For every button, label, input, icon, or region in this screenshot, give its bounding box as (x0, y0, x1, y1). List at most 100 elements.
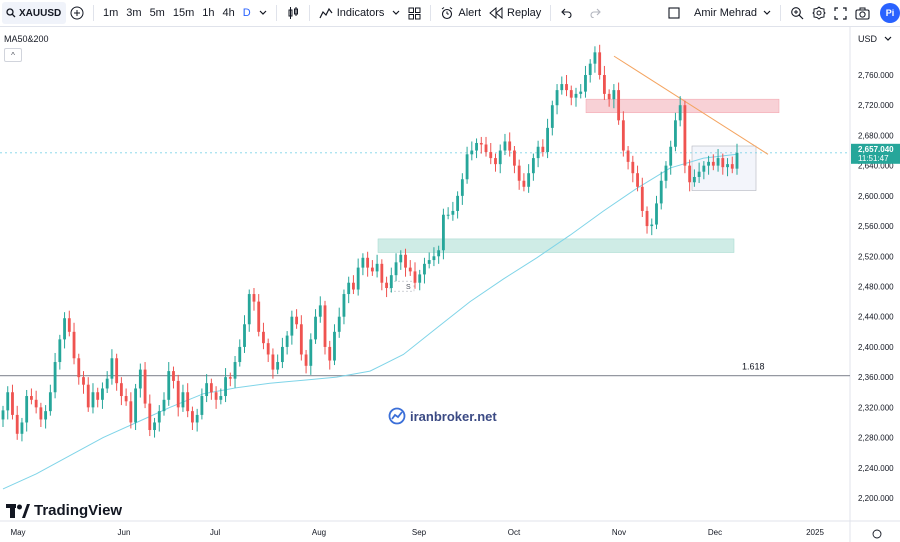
candle-body (290, 316, 294, 336)
add-circle-icon (70, 6, 84, 20)
price-tick-label: 2,600.000 (858, 192, 894, 201)
fullscreen-button[interactable] (830, 2, 851, 24)
candle-body (399, 254, 403, 263)
interval-dropdown[interactable] (255, 2, 271, 24)
time-tick-label: Sep (412, 528, 427, 537)
candle-body (58, 339, 62, 363)
indicators-button[interactable]: Indicators (315, 2, 389, 24)
candle-body (186, 392, 190, 412)
candle-body (380, 263, 384, 283)
interval-4h[interactable]: 4h (222, 7, 235, 19)
time-tick-label: 2025 (806, 528, 824, 537)
symbol-search[interactable]: XAUUSD (2, 2, 66, 24)
interval-5m[interactable]: 5m (149, 7, 165, 19)
candle-body (404, 254, 407, 268)
candle-body (541, 146, 545, 153)
quick-search-button[interactable] (786, 2, 808, 24)
interval-1m[interactable]: 1m (103, 7, 119, 19)
brand-name: TradingView (34, 502, 123, 519)
interval-15m[interactable]: 15m (172, 7, 195, 19)
candle-body (617, 90, 621, 121)
currency-selector[interactable]: USD (858, 34, 878, 44)
candle-body (295, 316, 299, 325)
ma50-line (2, 153, 738, 490)
candle-body (110, 358, 114, 379)
redo-button[interactable] (586, 2, 606, 24)
candle-body (612, 90, 616, 100)
candle-body (423, 263, 426, 275)
tradingview-logo[interactable]: TradingView (6, 502, 122, 519)
alert-button[interactable]: Alert (436, 2, 485, 24)
candle-body (389, 275, 393, 289)
candle-body (101, 388, 104, 400)
candle-body (342, 294, 346, 317)
price-tick-label: 2,560.000 (858, 222, 894, 231)
candle-body (352, 282, 355, 290)
indicators-label: Indicators (336, 7, 385, 19)
candle-body (683, 105, 687, 166)
candle-body (716, 158, 720, 166)
undo-button[interactable] (556, 2, 576, 24)
divider (93, 5, 94, 21)
chevron-down-icon (763, 10, 771, 16)
candle-body (323, 305, 327, 347)
watermark-text: iranbroker.net (410, 408, 497, 424)
candle-body (726, 164, 729, 168)
candle-body (546, 127, 549, 153)
candle-body (209, 383, 213, 393)
user-avatar[interactable]: Pi (880, 3, 900, 23)
candle-body (314, 316, 317, 340)
layout-name-button[interactable]: Amir Mehrad (664, 2, 775, 24)
chevron-down-icon[interactable] (884, 34, 892, 44)
candle-body (238, 346, 242, 363)
candle-body (569, 90, 573, 98)
price-tick-label: 2,640.000 (858, 162, 894, 171)
top-toolbar: XAUUSD 1m 3m 5m 15m 1h 4h D Indicators (0, 0, 900, 27)
chart-area[interactable]: 1.618 S 2,760.000 2,720.000 2,680.000 2,640.0… (0, 27, 900, 542)
demand-zone (377, 238, 735, 253)
candle-body (233, 362, 237, 379)
indicator-templates-button[interactable] (388, 2, 404, 24)
interval-1h[interactable]: 1h (202, 7, 215, 19)
candle-body (257, 301, 261, 332)
candle-body (129, 401, 133, 423)
divider (550, 5, 552, 21)
candle-body (115, 358, 119, 384)
time-tick-label: Dec (708, 528, 722, 537)
candle-body (503, 141, 507, 151)
candle-body (280, 346, 284, 363)
candle-body (148, 403, 152, 431)
replay-icon (489, 7, 503, 19)
price-chart[interactable]: 1.618 S 2,760.000 2,720.000 2,680.000 2,640.0… (0, 27, 900, 542)
grid-icon (408, 7, 421, 20)
candle-body (134, 388, 138, 423)
candle-body (162, 399, 166, 412)
candle-body (437, 250, 441, 257)
candle-body (598, 52, 602, 75)
layouts-button[interactable] (404, 2, 425, 24)
candle-body (252, 294, 256, 302)
snapshot-button[interactable] (851, 2, 874, 24)
candle-body (655, 203, 658, 225)
symbol-label: XAUUSD (19, 7, 62, 19)
candle-body (96, 392, 100, 400)
collapse-legend-button[interactable]: ^ (4, 48, 22, 62)
candle-body (607, 93, 611, 100)
settings-button[interactable] (808, 2, 830, 24)
candle-body (219, 396, 223, 400)
candle-body (195, 414, 199, 423)
candle-body (39, 407, 43, 420)
candle-body (385, 282, 388, 289)
candle-body (247, 294, 251, 325)
compare-symbol-button[interactable] (66, 2, 88, 24)
price-tick-label: 2,320.000 (858, 403, 894, 412)
chart-type-button[interactable] (282, 2, 304, 24)
fib-label: 1.618 (742, 362, 765, 372)
indicator-legend[interactable]: MA50&200 (4, 34, 49, 44)
candle-body (72, 331, 76, 359)
interval-3m[interactable]: 3m (126, 7, 142, 19)
replay-button[interactable]: Replay (485, 2, 545, 24)
divider (275, 5, 277, 21)
interval-d[interactable]: D (242, 7, 251, 19)
candle-body (674, 120, 677, 147)
